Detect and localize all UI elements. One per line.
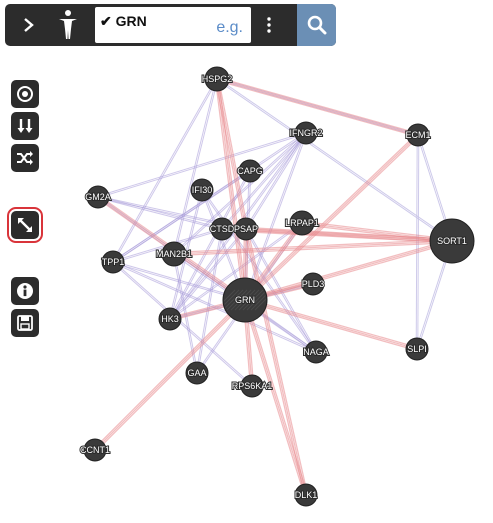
expand-panel-button[interactable]	[9, 6, 47, 44]
organism-button[interactable]	[49, 6, 87, 44]
node-psap[interactable]: PSAP	[234, 218, 258, 240]
gene-search-field[interactable]: ✔ GRN e.g.	[95, 7, 251, 43]
target-icon	[16, 85, 34, 103]
node-hk3[interactable]: HK3	[159, 308, 181, 330]
node-dlk1[interactable]: DLK1	[295, 484, 318, 506]
node-label: TPP1	[102, 257, 125, 267]
node-label: RPS6KA1	[232, 381, 273, 391]
floppy-icon	[16, 314, 34, 332]
node-rps6ka1[interactable]: RPS6KA1	[232, 375, 273, 397]
node-label: IFNGR2	[289, 128, 322, 138]
edge-coexpression-hspg2-tpp1[interactable]	[114, 79, 218, 262]
save-button[interactable]	[11, 309, 39, 337]
node-label: SORT1	[437, 236, 467, 246]
edge-coexpression-rps6ka1-tpp1[interactable]	[114, 261, 253, 385]
edge-other-hspg2-ecm1[interactable]	[217, 78, 418, 134]
search-button[interactable]	[297, 4, 336, 46]
edge-physical-sort1-man2b1[interactable]	[174, 241, 452, 254]
chevron-right-icon	[21, 17, 35, 33]
vertical-ellipsis-icon	[267, 17, 271, 33]
node-gaa[interactable]: GAA	[186, 362, 208, 384]
sort-down-icon	[16, 117, 34, 135]
node-label: CAPG	[237, 166, 263, 176]
edge-physical-grn-dlk1[interactable]	[243, 300, 304, 495]
node-label: DLK1	[295, 490, 318, 500]
node-pld3[interactable]: PLD3	[302, 273, 325, 295]
node-label: CCNT1	[80, 445, 110, 455]
search-toolbar: ✔ GRN e.g.	[5, 4, 336, 46]
edge-physical-hspg2-ecm1[interactable]	[217, 79, 418, 135]
node-label: GRN	[235, 295, 255, 305]
info-button[interactable]	[11, 277, 39, 305]
node-slpi[interactable]: SLPI	[406, 338, 428, 360]
node-man2b1[interactable]: MAN2B1	[156, 242, 192, 266]
node-label: ECM1	[405, 130, 430, 140]
check-icon: ✔	[100, 13, 112, 29]
node-label: IFI30	[192, 185, 213, 195]
edge-physical-sort1-man2b1[interactable]	[174, 239, 452, 252]
shuffle-icon	[16, 149, 34, 167]
node-label: HSPG2	[202, 74, 233, 84]
node-label: GM2A	[85, 192, 111, 202]
center-graph-button[interactable]	[11, 80, 39, 108]
search-query-text[interactable]: ✔ GRN	[100, 13, 147, 30]
node-label: PSAP	[234, 224, 258, 234]
query-gene: GRN	[116, 13, 147, 29]
edge-physical-hspg2-ecm1[interactable]	[217, 77, 418, 133]
node-label: HK3	[161, 314, 179, 324]
layout-button[interactable]	[11, 112, 39, 140]
human-figure-icon	[57, 9, 79, 41]
node-label: SLPI	[407, 344, 427, 354]
edge-physical-grn-dlk1[interactable]	[245, 300, 306, 495]
node-ifi30[interactable]: IFI30	[191, 179, 213, 201]
node-sort1[interactable]: SORT1	[430, 219, 474, 263]
node-ifngr2[interactable]: IFNGR2	[289, 122, 322, 144]
edge-layer	[94, 77, 453, 495]
node-label: CTSD	[210, 224, 235, 234]
shuffle-button[interactable]	[11, 144, 39, 172]
node-label: GAA	[187, 368, 206, 378]
options-button[interactable]	[257, 6, 281, 44]
node-tpp1[interactable]: TPP1	[102, 251, 125, 273]
search-icon	[307, 15, 327, 35]
info-icon	[16, 282, 34, 300]
resize-diagonal-icon	[16, 216, 34, 234]
edge-physical-sort1-man2b1[interactable]	[174, 243, 452, 256]
resize-button[interactable]	[11, 211, 39, 239]
node-label: LRPAP1	[285, 218, 319, 228]
node-label: NAGA	[303, 347, 329, 357]
node-label: PLD3	[302, 279, 325, 289]
example-hint[interactable]: e.g.	[216, 19, 243, 37]
node-label: MAN2B1	[156, 249, 192, 259]
